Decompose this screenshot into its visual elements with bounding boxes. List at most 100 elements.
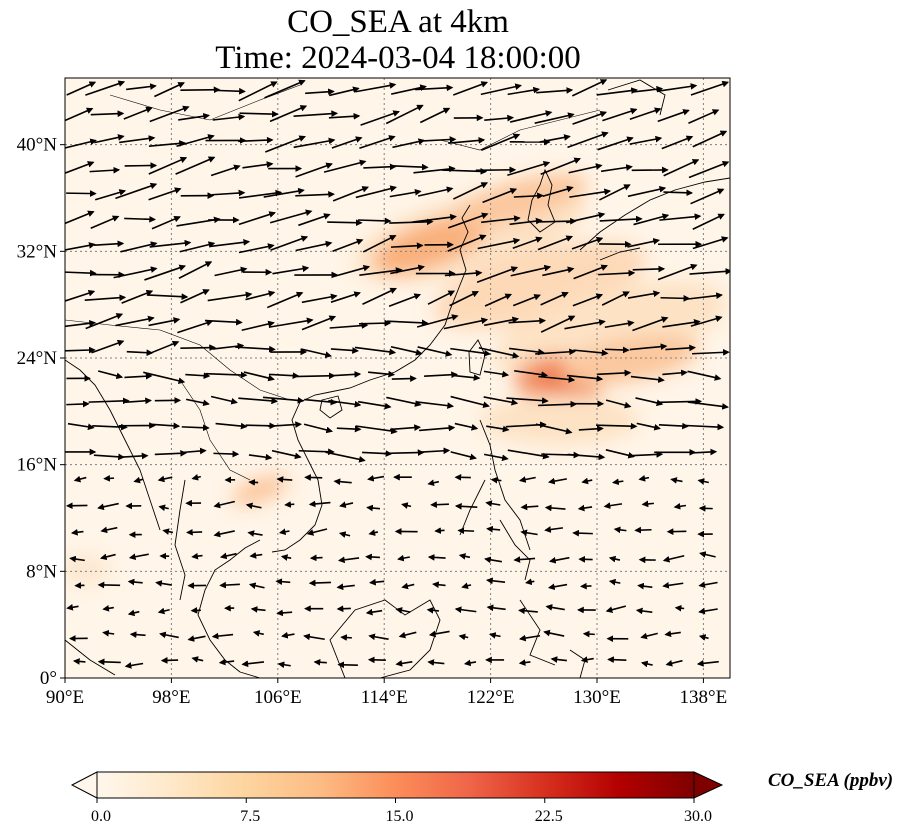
wind-arrow [633,213,670,226]
lat-tick-label: 40°N [17,135,58,156]
wind-arrow [293,372,336,380]
wind-arrow [204,318,243,326]
wind-arrow [688,109,720,124]
wind-arrow [243,371,275,382]
wind-arrow [627,238,661,248]
wind-arrow [608,578,621,586]
wind-arrow [691,448,718,456]
wind-arrow [238,211,276,226]
wind-arrow [148,187,182,201]
wind-arrow [395,607,411,614]
wind-arrow [88,397,130,405]
wind-arrow [272,265,310,275]
wind-arrow [390,424,421,431]
wind-arrow [662,318,701,328]
wind-arrow [602,107,638,122]
wind-arrow [486,425,510,433]
wind-arrow [548,556,570,564]
wind-arrow [604,320,635,329]
wind-arrow [660,294,691,302]
wind-arrow [687,370,722,381]
wind-arrow [298,448,335,456]
wind-arrow [92,423,128,431]
wind-arrow [640,632,658,640]
wind-arrow [428,630,450,638]
wind-arrow [362,234,397,253]
wind-arrow [581,477,593,485]
wind-arrow [506,397,549,404]
wind-arrow [480,83,522,96]
wind-arrow [442,168,488,175]
wind-arrow [539,134,571,143]
wind-arrow [215,422,248,430]
wind-arrow [215,87,246,95]
wind-arrow [450,347,491,357]
wind-arrow [309,554,323,562]
wind-arrow [392,138,426,149]
wind-arrow [454,606,477,614]
wind-arrow [102,605,114,612]
wind-arrow [390,264,426,275]
wind-arrow [518,634,541,642]
wind-arrow [357,400,392,410]
wind-arrow [276,476,293,483]
wind-arrow [544,526,563,533]
wind-arrow [603,502,623,509]
wind-arrow [484,114,515,122]
wind-arrow [448,212,489,229]
wind-arrow [149,105,190,123]
wind-arrow [696,660,719,667]
wind-arrow [674,604,685,612]
wind-arrow [241,320,275,332]
wind-arrow [629,343,668,351]
wind-arrow [84,294,127,302]
wind-arrow [94,134,125,144]
wind-arrow [176,134,215,147]
wind-arrow [513,192,544,200]
wind-arrow [573,349,609,357]
wind-arrow [278,528,290,536]
wind-arrow [542,185,574,198]
wind-arrow [99,553,116,561]
colorbar-tick-label: 15.0 [386,808,414,825]
wind-arrow [457,527,475,535]
wind-arrow [298,213,331,227]
wind-arrow [65,289,96,302]
colorbar-extend-min [70,771,98,799]
wind-arrow [186,528,203,536]
wind-arrow [268,317,314,328]
wind-arrow [452,182,489,200]
wind-arrow [540,291,569,306]
wind-arrow [269,105,308,123]
wind-arrow [538,375,576,383]
wind-arrow [245,290,276,301]
wind-arrow [72,658,86,665]
wind-arrow [263,187,305,198]
wind-arrow [419,424,456,432]
wind-arrow [328,112,361,120]
colorbar: 0.0 7.5 15.0 22.5 30.0 [70,771,724,825]
wind-arrow [238,136,274,144]
wind-arrow [673,502,687,510]
wind-arrow [126,83,157,91]
wind-arrow [293,137,336,149]
wind-arrow [337,556,360,564]
wind-arrow [422,136,457,143]
wind-arrow [391,375,417,382]
wind-arrow [519,476,536,483]
wind-arrow [154,82,185,98]
wind-arrow [368,370,396,378]
wind-arrow [178,112,211,121]
wind-arrow [454,422,479,431]
lat-tick-label: 0° [40,668,57,689]
wind-arrow [632,316,669,332]
colorbar-tick-label: 22.5 [535,808,563,825]
wind-arrow [512,294,541,307]
wind-arrow [635,397,664,407]
title-line-2: Time: 2024-03-04 18:00:00 [215,40,581,76]
wind-arrow [303,423,334,434]
wind-arrow [537,235,574,251]
wind-arrow [518,607,538,615]
wind-arrow [85,313,124,330]
wind-arrow [304,398,338,406]
